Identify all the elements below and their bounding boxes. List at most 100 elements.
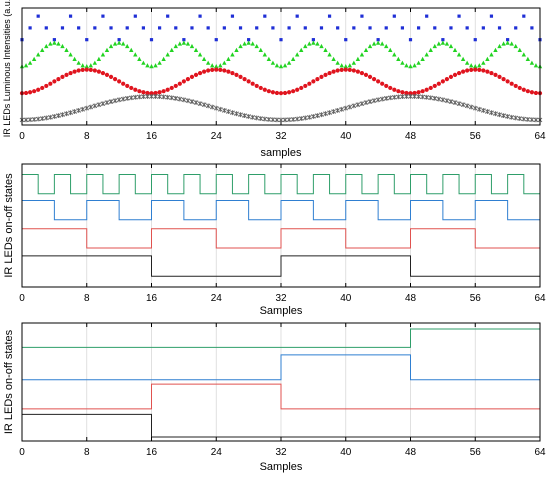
data-point [449, 26, 453, 30]
data-point [530, 26, 534, 30]
data-point [339, 63, 344, 68]
data-point [408, 38, 413, 42]
data-point [307, 114, 312, 120]
data-point [331, 56, 336, 61]
data-point [181, 97, 187, 103]
data-point [39, 116, 45, 121]
data-point [36, 87, 41, 92]
data-point [371, 77, 377, 82]
data-point [433, 26, 437, 30]
data-point [80, 63, 85, 68]
data-point [517, 116, 523, 121]
data-point [282, 90, 288, 96]
data-point [31, 56, 37, 61]
data-point [521, 116, 527, 122]
data-point [161, 56, 166, 61]
x-axis-label: Samples [260, 461, 303, 473]
x-tick-label: 0 [19, 447, 25, 458]
series-line [22, 354, 540, 381]
data-point [391, 94, 397, 100]
x-tick-label: 56 [470, 131, 482, 142]
data-point [201, 56, 207, 61]
data-point [226, 56, 231, 61]
data-point [299, 85, 304, 91]
x-tick-label: 32 [275, 447, 287, 458]
data-point [35, 116, 41, 122]
data-point [185, 41, 191, 46]
data-point [344, 38, 348, 42]
data-point [40, 47, 45, 52]
data-point [226, 69, 231, 74]
data-point [473, 67, 478, 72]
data-point [323, 47, 328, 52]
data-point [181, 79, 186, 84]
data-point [533, 90, 539, 96]
data-point [112, 41, 118, 46]
data-point [383, 95, 389, 101]
data-point [214, 64, 219, 69]
data-point [238, 26, 243, 30]
data-point [298, 116, 304, 121]
x-tick-label: 56 [470, 447, 482, 458]
data-point [408, 91, 413, 96]
data-point [80, 67, 85, 72]
data-point [327, 14, 332, 18]
data-point [441, 38, 445, 42]
data-point [412, 63, 417, 68]
data-point [416, 26, 421, 30]
data-point [27, 117, 33, 123]
data-point [412, 94, 417, 99]
data-point [28, 26, 32, 30]
data-point [420, 89, 425, 94]
data-point [529, 90, 535, 95]
data-point [234, 47, 239, 52]
series-line [22, 383, 540, 410]
series-line [22, 255, 540, 277]
data-point [331, 109, 336, 114]
data-point [117, 79, 122, 84]
data-point [481, 108, 486, 113]
data-point [205, 103, 211, 109]
data-point [242, 113, 247, 119]
data-point [428, 85, 433, 91]
data-point [416, 94, 421, 100]
data-point [133, 52, 138, 57]
data-point [129, 47, 134, 52]
x-tick-label: 16 [146, 447, 158, 458]
data-point [311, 79, 316, 84]
data-point [497, 43, 502, 49]
data-point [343, 67, 348, 72]
data-point [363, 100, 369, 106]
data-point [315, 77, 320, 82]
data-point [506, 38, 510, 42]
data-point [141, 60, 146, 65]
series-line [22, 200, 540, 221]
data-point [363, 47, 369, 52]
data-point [425, 14, 429, 18]
data-point [522, 14, 526, 18]
data-point [101, 14, 105, 18]
data-point [35, 52, 41, 57]
data-point [514, 26, 518, 30]
data-point [202, 69, 207, 74]
data-point [436, 41, 442, 46]
data-point [72, 56, 77, 61]
data-point [379, 96, 385, 102]
data-point [108, 43, 114, 49]
data-point [247, 38, 251, 42]
data-point [88, 104, 94, 110]
data-point [182, 38, 186, 42]
data-point [311, 40, 316, 45]
data-point [125, 43, 130, 49]
data-point [141, 90, 146, 95]
data-point [392, 52, 397, 57]
data-point [189, 74, 195, 80]
data-point [359, 52, 365, 57]
data-point [193, 72, 199, 77]
data-point [185, 98, 191, 104]
data-point [497, 74, 502, 80]
data-point [339, 67, 344, 72]
data-point [489, 14, 494, 18]
data-point [262, 87, 267, 92]
